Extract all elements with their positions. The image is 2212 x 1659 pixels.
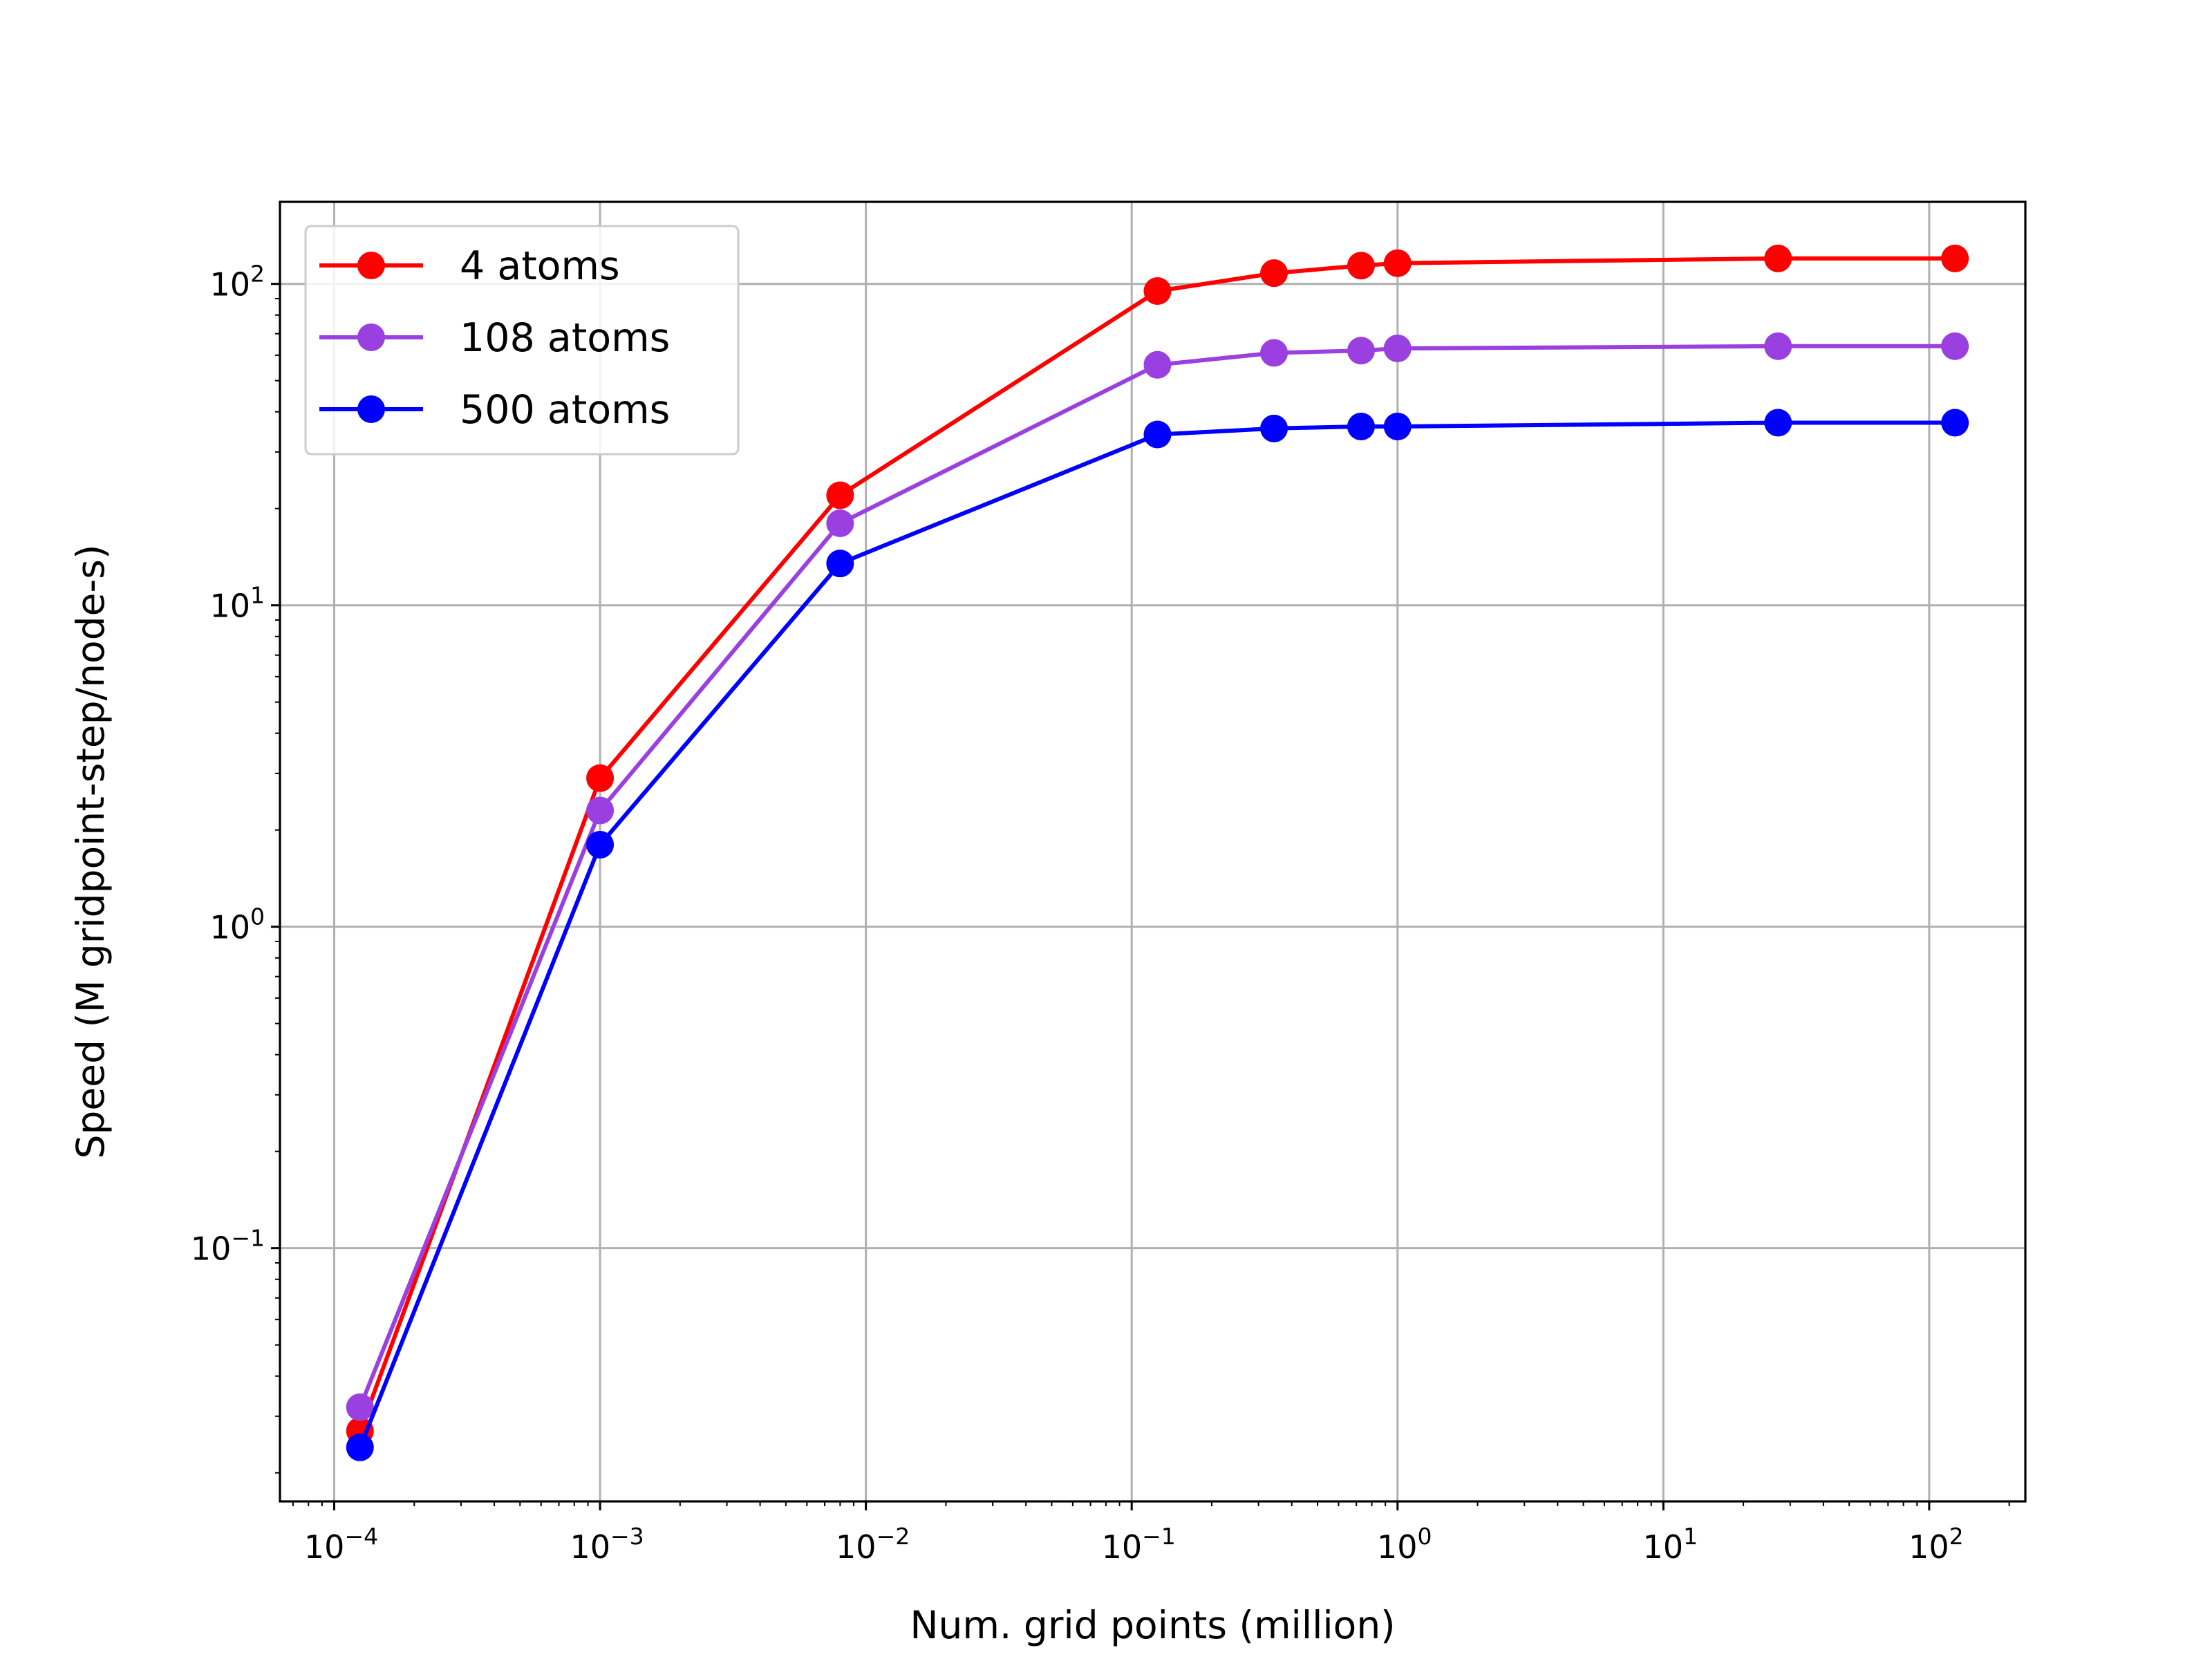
x-tick-label-exponent: −4 <box>344 1523 378 1550</box>
series-108-atoms <box>346 332 1969 1421</box>
data-point-108-atoms <box>1764 332 1792 360</box>
data-point-500-atoms <box>1941 409 1969 437</box>
legend-marker-108-atoms <box>357 324 385 351</box>
data-point-108-atoms <box>826 509 854 537</box>
major-ticks <box>271 283 1931 1510</box>
data-point-500-atoms <box>1260 414 1288 442</box>
data-point-500-atoms <box>1383 413 1412 441</box>
data-point-500-atoms <box>826 550 854 578</box>
x-tick-label-base: 10 <box>304 1528 345 1566</box>
x-tick-label-exponent: 0 <box>1418 1523 1432 1550</box>
legend-label-108-atoms: 108 atoms <box>460 315 670 361</box>
data-point-500-atoms <box>586 830 615 859</box>
x-tick-label-exponent: −1 <box>1142 1523 1176 1550</box>
data-point-4-atoms <box>586 764 615 792</box>
x-tick-label: 101 <box>1643 1523 1698 1566</box>
legend-label-500-atoms: 500 atoms <box>460 387 670 433</box>
data-point-500-atoms <box>1347 413 1375 441</box>
data-point-108-atoms <box>1347 337 1375 365</box>
legend-marker-500-atoms <box>357 395 385 423</box>
x-tick-label: 10−2 <box>836 1523 910 1566</box>
data-point-4-atoms <box>1347 252 1375 280</box>
x-axis-label: Num. grid points (million) <box>910 1603 1395 1647</box>
data-point-4-atoms <box>1143 277 1172 306</box>
legend-box <box>304 225 740 456</box>
x-tick-label-base: 10 <box>1377 1528 1418 1566</box>
data-point-4-atoms <box>1941 244 1969 272</box>
y-tick-label: 100 <box>209 903 265 946</box>
x-tick-label-base: 10 <box>1643 1528 1684 1566</box>
y-tick-label: 10−1 <box>191 1225 265 1268</box>
data-point-108-atoms <box>1941 332 1969 360</box>
y-tick-label-exponent: −1 <box>231 1225 265 1252</box>
x-tick-label-base: 10 <box>1909 1528 1949 1566</box>
y-tick-label: 102 <box>209 261 265 303</box>
x-tick-label: 10−1 <box>1102 1523 1176 1566</box>
x-tick-label-base: 10 <box>836 1528 877 1566</box>
data-point-108-atoms <box>586 796 615 825</box>
x-tick-label: 10−3 <box>570 1523 644 1566</box>
x-tick-label-base: 10 <box>570 1528 610 1566</box>
y-axis-label: Speed (M gridpoint-step/node-s) <box>68 545 113 1159</box>
data-point-4-atoms <box>1260 259 1288 288</box>
y-tick-label-base: 10 <box>209 909 250 946</box>
data-point-108-atoms <box>1143 350 1172 379</box>
x-tick-label-base: 10 <box>1102 1528 1143 1566</box>
plot-frame <box>279 200 2027 1503</box>
y-tick-label-base: 10 <box>209 588 250 625</box>
y-tick-label-exponent: 1 <box>250 582 265 609</box>
data-point-500-atoms <box>346 1433 374 1461</box>
data-point-500-atoms <box>1143 420 1172 449</box>
x-tick-label-exponent: −2 <box>877 1523 910 1550</box>
legend-label-4-atoms: 4 atoms <box>460 243 620 289</box>
data-point-4-atoms <box>1383 249 1412 277</box>
x-tick-label: 102 <box>1909 1523 1964 1566</box>
data-point-4-atoms <box>826 481 854 509</box>
data-point-500-atoms <box>1764 409 1792 437</box>
data-point-108-atoms <box>346 1393 374 1421</box>
x-tick-label: 10−4 <box>304 1523 378 1566</box>
data-point-108-atoms <box>1260 339 1288 367</box>
data-point-108-atoms <box>1383 335 1412 363</box>
y-tick-label-exponent: 0 <box>250 903 265 930</box>
y-tick-label: 101 <box>209 582 265 625</box>
series-layer <box>346 244 1969 1461</box>
x-tick-label: 100 <box>1377 1523 1432 1566</box>
data-point-4-atoms <box>1764 244 1792 272</box>
y-tick-label-base: 10 <box>191 1230 232 1268</box>
legend-marker-4-atoms <box>357 252 385 279</box>
series-4-atoms <box>346 244 1969 1445</box>
series-500-atoms <box>346 409 1969 1461</box>
y-tick-label-exponent: 2 <box>250 261 265 288</box>
legend: 4 atoms 108 atoms 500 atoms <box>304 225 740 456</box>
x-tick-label-exponent: −3 <box>610 1523 644 1550</box>
x-tick-label-exponent: 2 <box>1949 1523 1964 1550</box>
y-tick-label-base: 10 <box>209 266 250 303</box>
x-tick-label-exponent: 1 <box>1683 1523 1698 1550</box>
